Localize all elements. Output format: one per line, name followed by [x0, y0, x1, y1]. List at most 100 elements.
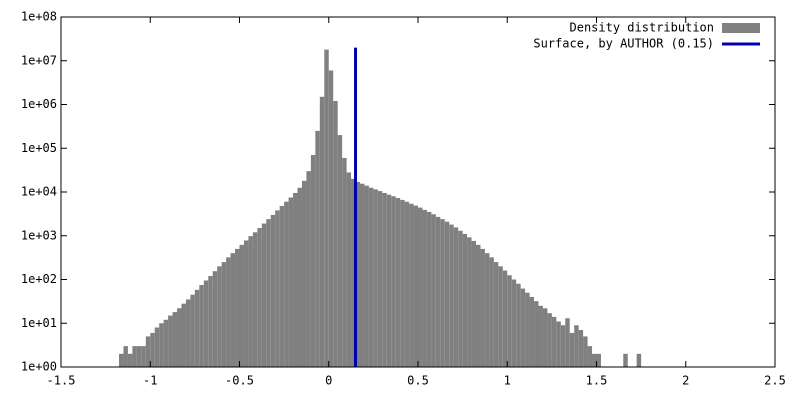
- legend-label: Density distribution: [570, 21, 715, 35]
- histogram-bar: [217, 266, 222, 367]
- y-tick-label: 1e+07: [21, 53, 57, 67]
- histogram-bar: [288, 197, 294, 367]
- histogram-bar: [297, 187, 302, 367]
- histogram-bar: [243, 240, 249, 367]
- histogram-bar: [636, 353, 642, 367]
- histogram-bar: [230, 253, 236, 367]
- histogram-bar: [525, 292, 530, 367]
- histogram-bar: [623, 353, 628, 367]
- y-tick-label: 1e+02: [21, 272, 57, 286]
- histogram-bar: [190, 294, 195, 367]
- histogram-bar: [476, 244, 481, 367]
- y-tick-label: 1e+03: [21, 228, 57, 242]
- histogram-bar: [587, 346, 593, 367]
- histogram-bar: [141, 346, 146, 367]
- histogram-bar: [542, 308, 548, 367]
- histogram-bar: [596, 353, 601, 367]
- histogram-bar: [315, 130, 320, 367]
- x-tick-label: 2.5: [764, 374, 786, 388]
- histogram-bar: [373, 189, 378, 367]
- histogram-bar: [453, 227, 459, 367]
- histogram-bar: [449, 224, 454, 367]
- histogram-bar: [426, 211, 432, 367]
- histogram-bar: [328, 70, 334, 368]
- histogram-bar: [511, 279, 517, 367]
- legend-label: Surface, by AUTHOR (0.15): [533, 37, 714, 51]
- histogram-bar: [319, 96, 325, 367]
- x-tick-label: 1: [504, 374, 511, 388]
- histogram-bar: [516, 283, 521, 367]
- histogram-bar: [266, 219, 271, 367]
- histogram-bar: [123, 346, 128, 367]
- histogram-bar: [154, 327, 160, 367]
- histogram-bar: [560, 325, 566, 367]
- histogram-bar: [293, 192, 298, 367]
- histogram-bar: [368, 187, 374, 367]
- histogram-bar: [301, 180, 307, 367]
- histogram-bar: [534, 301, 539, 367]
- histogram-bar: [168, 315, 173, 367]
- histogram-bar: [355, 181, 360, 367]
- histogram-bar: [583, 336, 588, 367]
- histogram-bar: [239, 244, 244, 367]
- y-tick-label: 1e+01: [21, 316, 57, 330]
- histogram-bar: [324, 49, 329, 368]
- y-tick-label: 1e+00: [21, 360, 57, 374]
- histogram-bar: [163, 319, 169, 367]
- histogram-bar: [529, 296, 535, 367]
- histogram-bar: [275, 210, 280, 367]
- histogram-bar: [574, 325, 579, 367]
- histogram-bar: [221, 262, 227, 367]
- histogram-bar: [359, 183, 365, 367]
- histogram-bar: [132, 346, 137, 367]
- histogram-bar: [346, 172, 352, 367]
- histogram-bar: [203, 280, 209, 367]
- histogram-bar: [484, 253, 490, 367]
- histogram-bar: [507, 275, 512, 367]
- histogram-bar: [257, 228, 262, 367]
- histogram-bar: [502, 270, 508, 367]
- histogram-bar: [351, 178, 356, 367]
- histogram-bar: [462, 233, 468, 367]
- histogram-bar: [342, 157, 347, 367]
- histogram-bar: [382, 192, 387, 367]
- histogram-bar: [212, 271, 218, 367]
- histogram-bar: [364, 185, 369, 367]
- histogram-bar: [556, 321, 561, 367]
- histogram-bar: [431, 214, 436, 367]
- x-tick-label: -0.5: [225, 374, 254, 388]
- histogram-bar: [444, 221, 450, 367]
- x-tick-label: 2: [682, 374, 689, 388]
- histogram-bar: [127, 353, 133, 367]
- histogram-bar: [177, 308, 182, 367]
- histogram-bar: [551, 316, 557, 367]
- histogram-bar: [413, 205, 418, 367]
- histogram-bar: [310, 155, 316, 367]
- histogram-bar: [489, 257, 494, 367]
- histogram-bar: [145, 336, 151, 367]
- histogram-bar: [337, 135, 343, 367]
- histogram-bar: [435, 216, 441, 367]
- histogram-bar: [409, 203, 414, 367]
- histogram-bar: [181, 303, 186, 367]
- histogram-bar: [404, 201, 410, 367]
- x-tick-label: -1: [143, 374, 157, 388]
- histogram-bar: [279, 205, 285, 367]
- histogram-bar: [440, 219, 445, 367]
- histogram-bar: [119, 353, 124, 367]
- histogram-bar: [480, 248, 485, 367]
- histogram-bar: [467, 237, 472, 367]
- histogram-bar: [333, 101, 338, 367]
- histogram-bar: [391, 196, 396, 367]
- histogram-bar: [150, 332, 155, 367]
- legend-swatch: [722, 23, 760, 33]
- x-tick-label: 0: [325, 374, 332, 388]
- histogram-bar: [172, 312, 178, 367]
- histogram-bar: [471, 240, 477, 367]
- histogram-bar: [395, 197, 401, 367]
- histogram-bar: [208, 276, 213, 367]
- histogram-bar: [569, 332, 575, 367]
- histogram-bar: [136, 346, 142, 367]
- y-tick-label: 1e+08: [21, 10, 57, 24]
- x-tick-label: -1.5: [47, 374, 76, 388]
